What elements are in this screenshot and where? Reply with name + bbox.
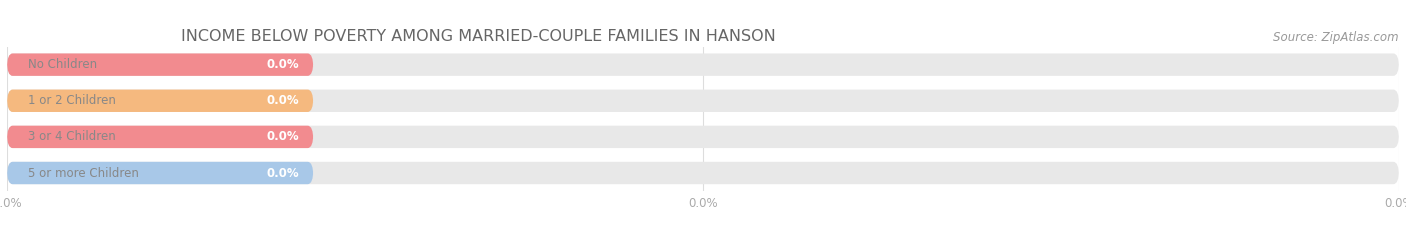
Text: No Children: No Children (28, 58, 97, 71)
Text: 0.0%: 0.0% (267, 94, 299, 107)
Text: 3 or 4 Children: 3 or 4 Children (28, 130, 115, 143)
Text: Source: ZipAtlas.com: Source: ZipAtlas.com (1274, 31, 1399, 44)
FancyBboxPatch shape (7, 126, 314, 148)
Text: 1 or 2 Children: 1 or 2 Children (28, 94, 115, 107)
FancyBboxPatch shape (7, 89, 1399, 112)
FancyBboxPatch shape (7, 53, 1399, 76)
Text: 5 or more Children: 5 or more Children (28, 167, 139, 179)
FancyBboxPatch shape (7, 162, 1399, 184)
Text: 0.0%: 0.0% (267, 130, 299, 143)
Text: 0.0%: 0.0% (267, 167, 299, 179)
FancyBboxPatch shape (7, 89, 314, 112)
Text: 0.0%: 0.0% (267, 58, 299, 71)
FancyBboxPatch shape (7, 162, 314, 184)
FancyBboxPatch shape (7, 53, 314, 76)
FancyBboxPatch shape (7, 126, 1399, 148)
Text: INCOME BELOW POVERTY AMONG MARRIED-COUPLE FAMILIES IN HANSON: INCOME BELOW POVERTY AMONG MARRIED-COUPL… (181, 29, 776, 44)
